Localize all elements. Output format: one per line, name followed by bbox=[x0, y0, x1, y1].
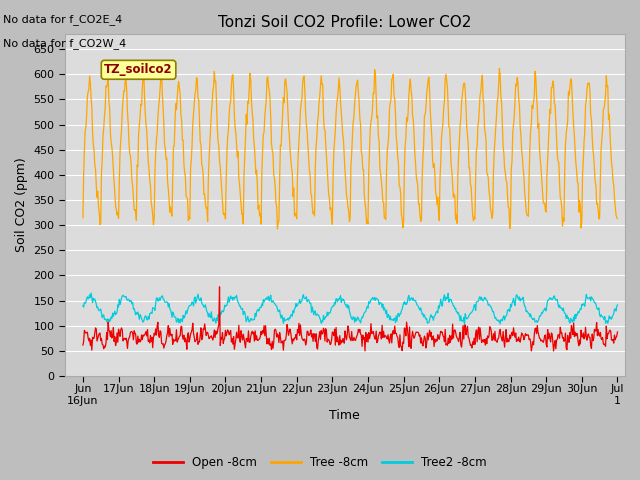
Legend: Open -8cm, Tree -8cm, Tree2 -8cm: Open -8cm, Tree -8cm, Tree2 -8cm bbox=[148, 452, 492, 474]
Text: TZ_soilco2: TZ_soilco2 bbox=[104, 63, 173, 76]
Text: No data for f_CO2E_4: No data for f_CO2E_4 bbox=[3, 14, 122, 25]
Text: No data for f_CO2W_4: No data for f_CO2W_4 bbox=[3, 38, 127, 49]
X-axis label: Time: Time bbox=[330, 409, 360, 422]
Title: Tonzi Soil CO2 Profile: Lower CO2: Tonzi Soil CO2 Profile: Lower CO2 bbox=[218, 15, 472, 30]
Y-axis label: Soil CO2 (ppm): Soil CO2 (ppm) bbox=[15, 157, 28, 252]
